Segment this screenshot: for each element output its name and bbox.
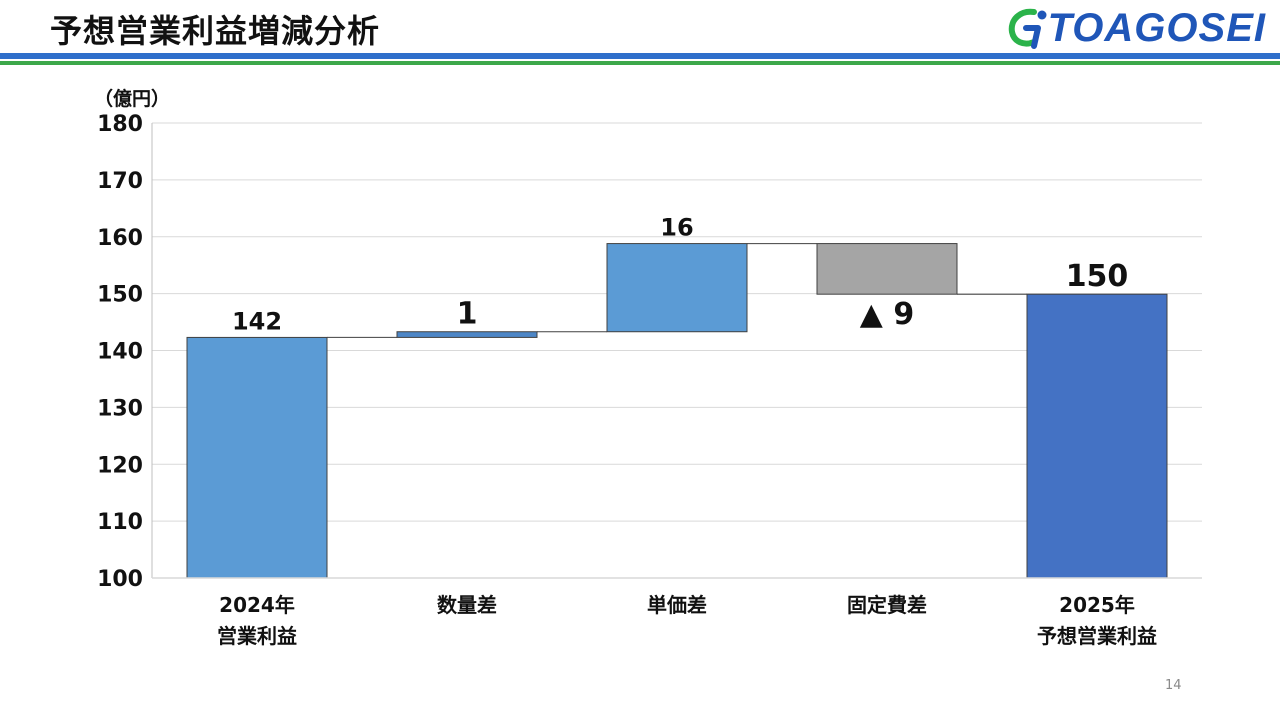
bar-2 [396, 331, 538, 338]
toagosei-logo-icon [1008, 8, 1047, 49]
y-tick-label: 150 [97, 283, 143, 308]
y-tick-label: 170 [97, 169, 143, 194]
data-label: 16 [660, 214, 693, 242]
page-title: 予想営業利益増減分析 [50, 12, 381, 50]
x-tick-label: 数量差 [437, 593, 497, 617]
x-tick-label: 単価差 [647, 593, 707, 617]
y-tick-label: 130 [97, 396, 143, 421]
y-tick-label: 100 [97, 567, 143, 592]
x-tick-label: 営業利益 [217, 624, 297, 648]
header-rule-gap [0, 59, 1280, 61]
y-tick-label: 140 [97, 340, 143, 365]
y-tick-label: 160 [97, 226, 143, 251]
data-label: 150 [1066, 259, 1129, 294]
bar-1 [186, 336, 328, 579]
logo-wordmark: TOAGOSEI [1047, 5, 1266, 50]
x-tick-label: 予想営業利益 [1037, 624, 1157, 648]
x-tick-label: 固定費差 [847, 593, 927, 617]
x-tick-label: 2025年 [1059, 593, 1135, 617]
page-number: 14 [1165, 678, 1182, 693]
y-tick-label: 120 [97, 453, 143, 478]
y-tick-label: 110 [97, 510, 143, 535]
bar-4 [816, 243, 958, 295]
header-rule-green [0, 61, 1280, 65]
bar-5 [1026, 293, 1168, 579]
header-rule-blue [0, 53, 1280, 59]
bar-3 [606, 243, 748, 333]
company-logo: TOAGOSEI [1004, 6, 1266, 50]
data-label: 142 [232, 307, 282, 335]
x-tick-label: 2024年 [219, 593, 295, 617]
y-tick-label: 180 [97, 112, 143, 137]
data-label: 1 [457, 297, 478, 332]
data-label: ▲ 9 [860, 297, 914, 332]
y-axis-unit-label: （億円） [94, 88, 171, 110]
